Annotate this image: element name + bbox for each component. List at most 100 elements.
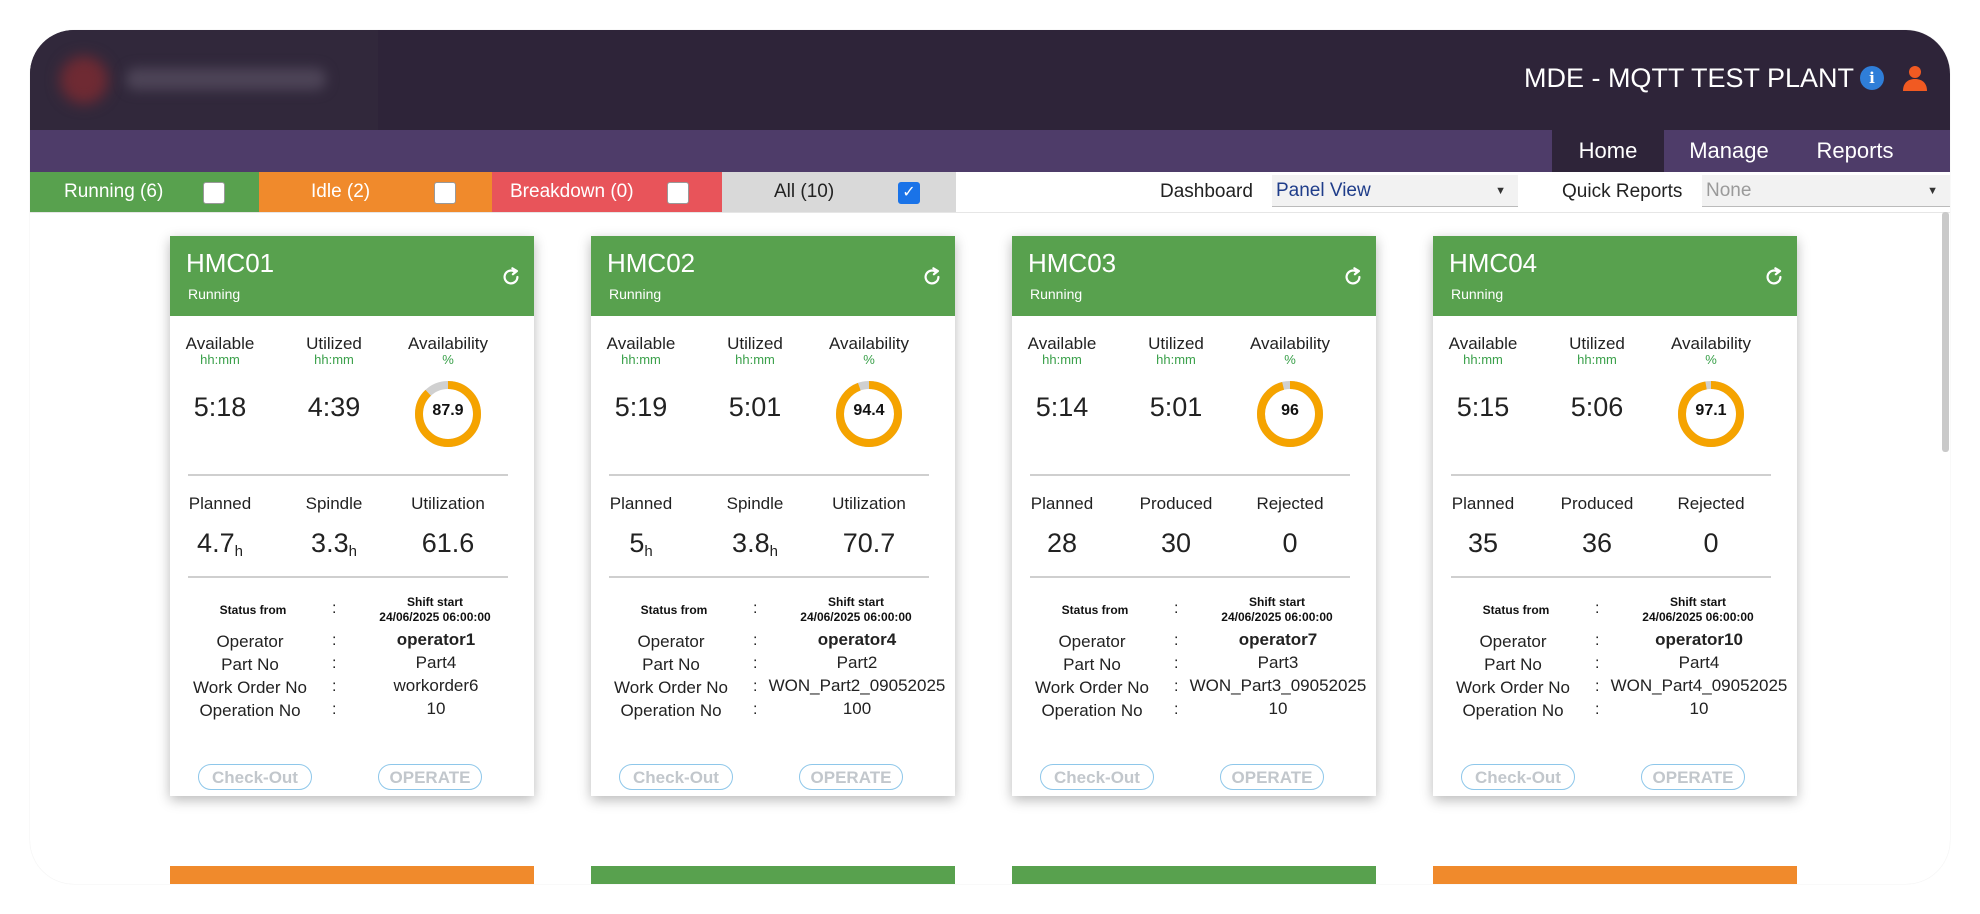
shift-start-time: 24/06/2025 06:00:00 (379, 610, 491, 624)
divider (188, 576, 508, 578)
operate-button[interactable]: OPERATE (799, 764, 903, 790)
metric2-value: 3.3h (274, 528, 394, 560)
filter-breakdown-label: Breakdown (0) (510, 181, 634, 202)
user-icon[interactable] (1902, 64, 1928, 92)
utilized-label: Utilized (306, 334, 362, 353)
availability-unit: % (1284, 352, 1296, 367)
colon: : (1595, 655, 1600, 672)
work-order-value: WON_Part3_09052025 (1189, 676, 1367, 695)
colon: : (332, 678, 337, 695)
filter-breakdown[interactable]: Breakdown (0) (492, 172, 722, 212)
colon: : (753, 678, 758, 695)
availability-donut (415, 381, 481, 447)
machine-card: HMC01 Running Available hh:mm Utilized h… (170, 236, 534, 796)
available-value: 5:14 (1035, 392, 1089, 422)
work-order-label: Work Order No (1035, 678, 1149, 697)
filter-idle[interactable]: Idle (2) (259, 172, 492, 212)
machine-card-header[interactable]: HMC04 Running (1433, 236, 1797, 316)
filter-running[interactable]: Running (6) (30, 172, 259, 212)
utilized-label: Utilized (1148, 334, 1204, 353)
machine-status: Running (188, 286, 241, 302)
filter-idle-checkbox[interactable] (434, 182, 456, 204)
check-out-button[interactable]: Check-Out (1040, 764, 1154, 790)
colon: : (1174, 701, 1179, 718)
quick-reports-label: Quick Reports (1562, 181, 1683, 202)
utilized-value: 5:01 (728, 392, 782, 422)
machine-card-header[interactable]: HMC03 Running (1012, 236, 1376, 316)
refresh-icon[interactable] (921, 266, 943, 288)
shift-title: Shift start (1669, 595, 1726, 609)
part-no-value: Part4 (1678, 653, 1720, 672)
available-unit: hh:mm (1463, 352, 1503, 367)
colon: : (1174, 600, 1179, 617)
machine-card-header[interactable]: HMC01 Running (170, 236, 534, 316)
planned-label: Planned (188, 494, 252, 513)
machine-status: Running (1451, 286, 1504, 302)
chevron-down-icon: ▼ (1495, 185, 1506, 197)
vertical-scrollbar[interactable] (1942, 212, 1949, 452)
part-no-label: Part No (221, 655, 279, 674)
refresh-icon[interactable] (1763, 266, 1785, 288)
filter-all[interactable]: All (10) ✓ (722, 172, 956, 212)
filter-running-checkbox[interactable] (203, 182, 225, 204)
colon: : (1595, 678, 1600, 695)
available-unit: hh:mm (200, 352, 240, 367)
operator-value: operator1 (396, 630, 476, 649)
info-icon[interactable]: i (1860, 66, 1884, 90)
operation-no-label: Operation No (1462, 701, 1564, 720)
refresh-icon[interactable] (1342, 266, 1364, 288)
refresh-icon[interactable] (500, 266, 522, 288)
utilized-label: Utilized (1569, 334, 1625, 353)
planned-label: Planned (1030, 494, 1094, 513)
dashboard-select[interactable]: Panel View ▼ (1272, 175, 1518, 207)
quick-reports-select-value: None (1706, 180, 1752, 201)
nav-manage[interactable]: Manage (1689, 138, 1769, 163)
machine-card-next-running (591, 866, 955, 884)
metric2-value: 36 (1537, 528, 1657, 559)
machine-card-next-idle (170, 866, 534, 884)
metric2-number: 36 (1581, 528, 1613, 558)
colon: : (753, 655, 758, 672)
operate-button[interactable]: OPERATE (378, 764, 482, 790)
utilized-value: 5:06 (1570, 392, 1624, 422)
logo-text (126, 68, 326, 90)
work-order-value: workorder6 (393, 676, 479, 695)
check-out-button[interactable]: Check-Out (619, 764, 733, 790)
metric2-label: Produced (1139, 494, 1213, 513)
nav-reports[interactable]: Reports (1816, 138, 1894, 163)
operate-button[interactable]: OPERATE (1220, 764, 1324, 790)
available-label: Available (185, 334, 255, 353)
filter-breakdown-checkbox[interactable] (667, 182, 689, 204)
filter-all-checkbox[interactable]: ✓ (898, 182, 920, 204)
metric2-number: 3.3 (311, 528, 349, 558)
metric2-label: Spindle (305, 494, 363, 513)
planned-label: Planned (609, 494, 673, 513)
work-order-value: WON_Part4_09052025 (1610, 676, 1788, 695)
machine-name: HMC01 (186, 248, 275, 278)
operation-no-value: 100 (842, 699, 872, 718)
metric2-label: Spindle (726, 494, 784, 513)
shift-start-time: 24/06/2025 06:00:00 (1221, 610, 1333, 624)
check-out-button[interactable]: Check-Out (198, 764, 312, 790)
planned-value: 35 (1423, 528, 1543, 559)
operate-button[interactable]: OPERATE (1641, 764, 1745, 790)
quick-reports-select[interactable]: None ▼ (1702, 175, 1950, 207)
operator-label: Operator (1479, 632, 1547, 651)
operator-label: Operator (1058, 632, 1126, 651)
available-label: Available (1027, 334, 1097, 353)
filter-all-label: All (10) (774, 181, 835, 202)
availability-unit: % (863, 352, 875, 367)
machine-status: Running (609, 286, 662, 302)
machine-card-header[interactable]: HMC02 Running (591, 236, 955, 316)
nav-home[interactable]: Home (1552, 130, 1664, 172)
available-label: Available (1448, 334, 1518, 353)
availability-value: 96 (1281, 402, 1299, 419)
hour-unit: h (348, 543, 357, 560)
planned-label: Planned (1451, 494, 1515, 513)
work-order-label: Work Order No (614, 678, 728, 697)
availability-value: 87.9 (432, 402, 464, 419)
company-logo[interactable] (30, 30, 378, 130)
check-out-button[interactable]: Check-Out (1461, 764, 1575, 790)
availability-donut (1678, 381, 1744, 447)
filter-idle-label: Idle (2) (311, 181, 371, 202)
